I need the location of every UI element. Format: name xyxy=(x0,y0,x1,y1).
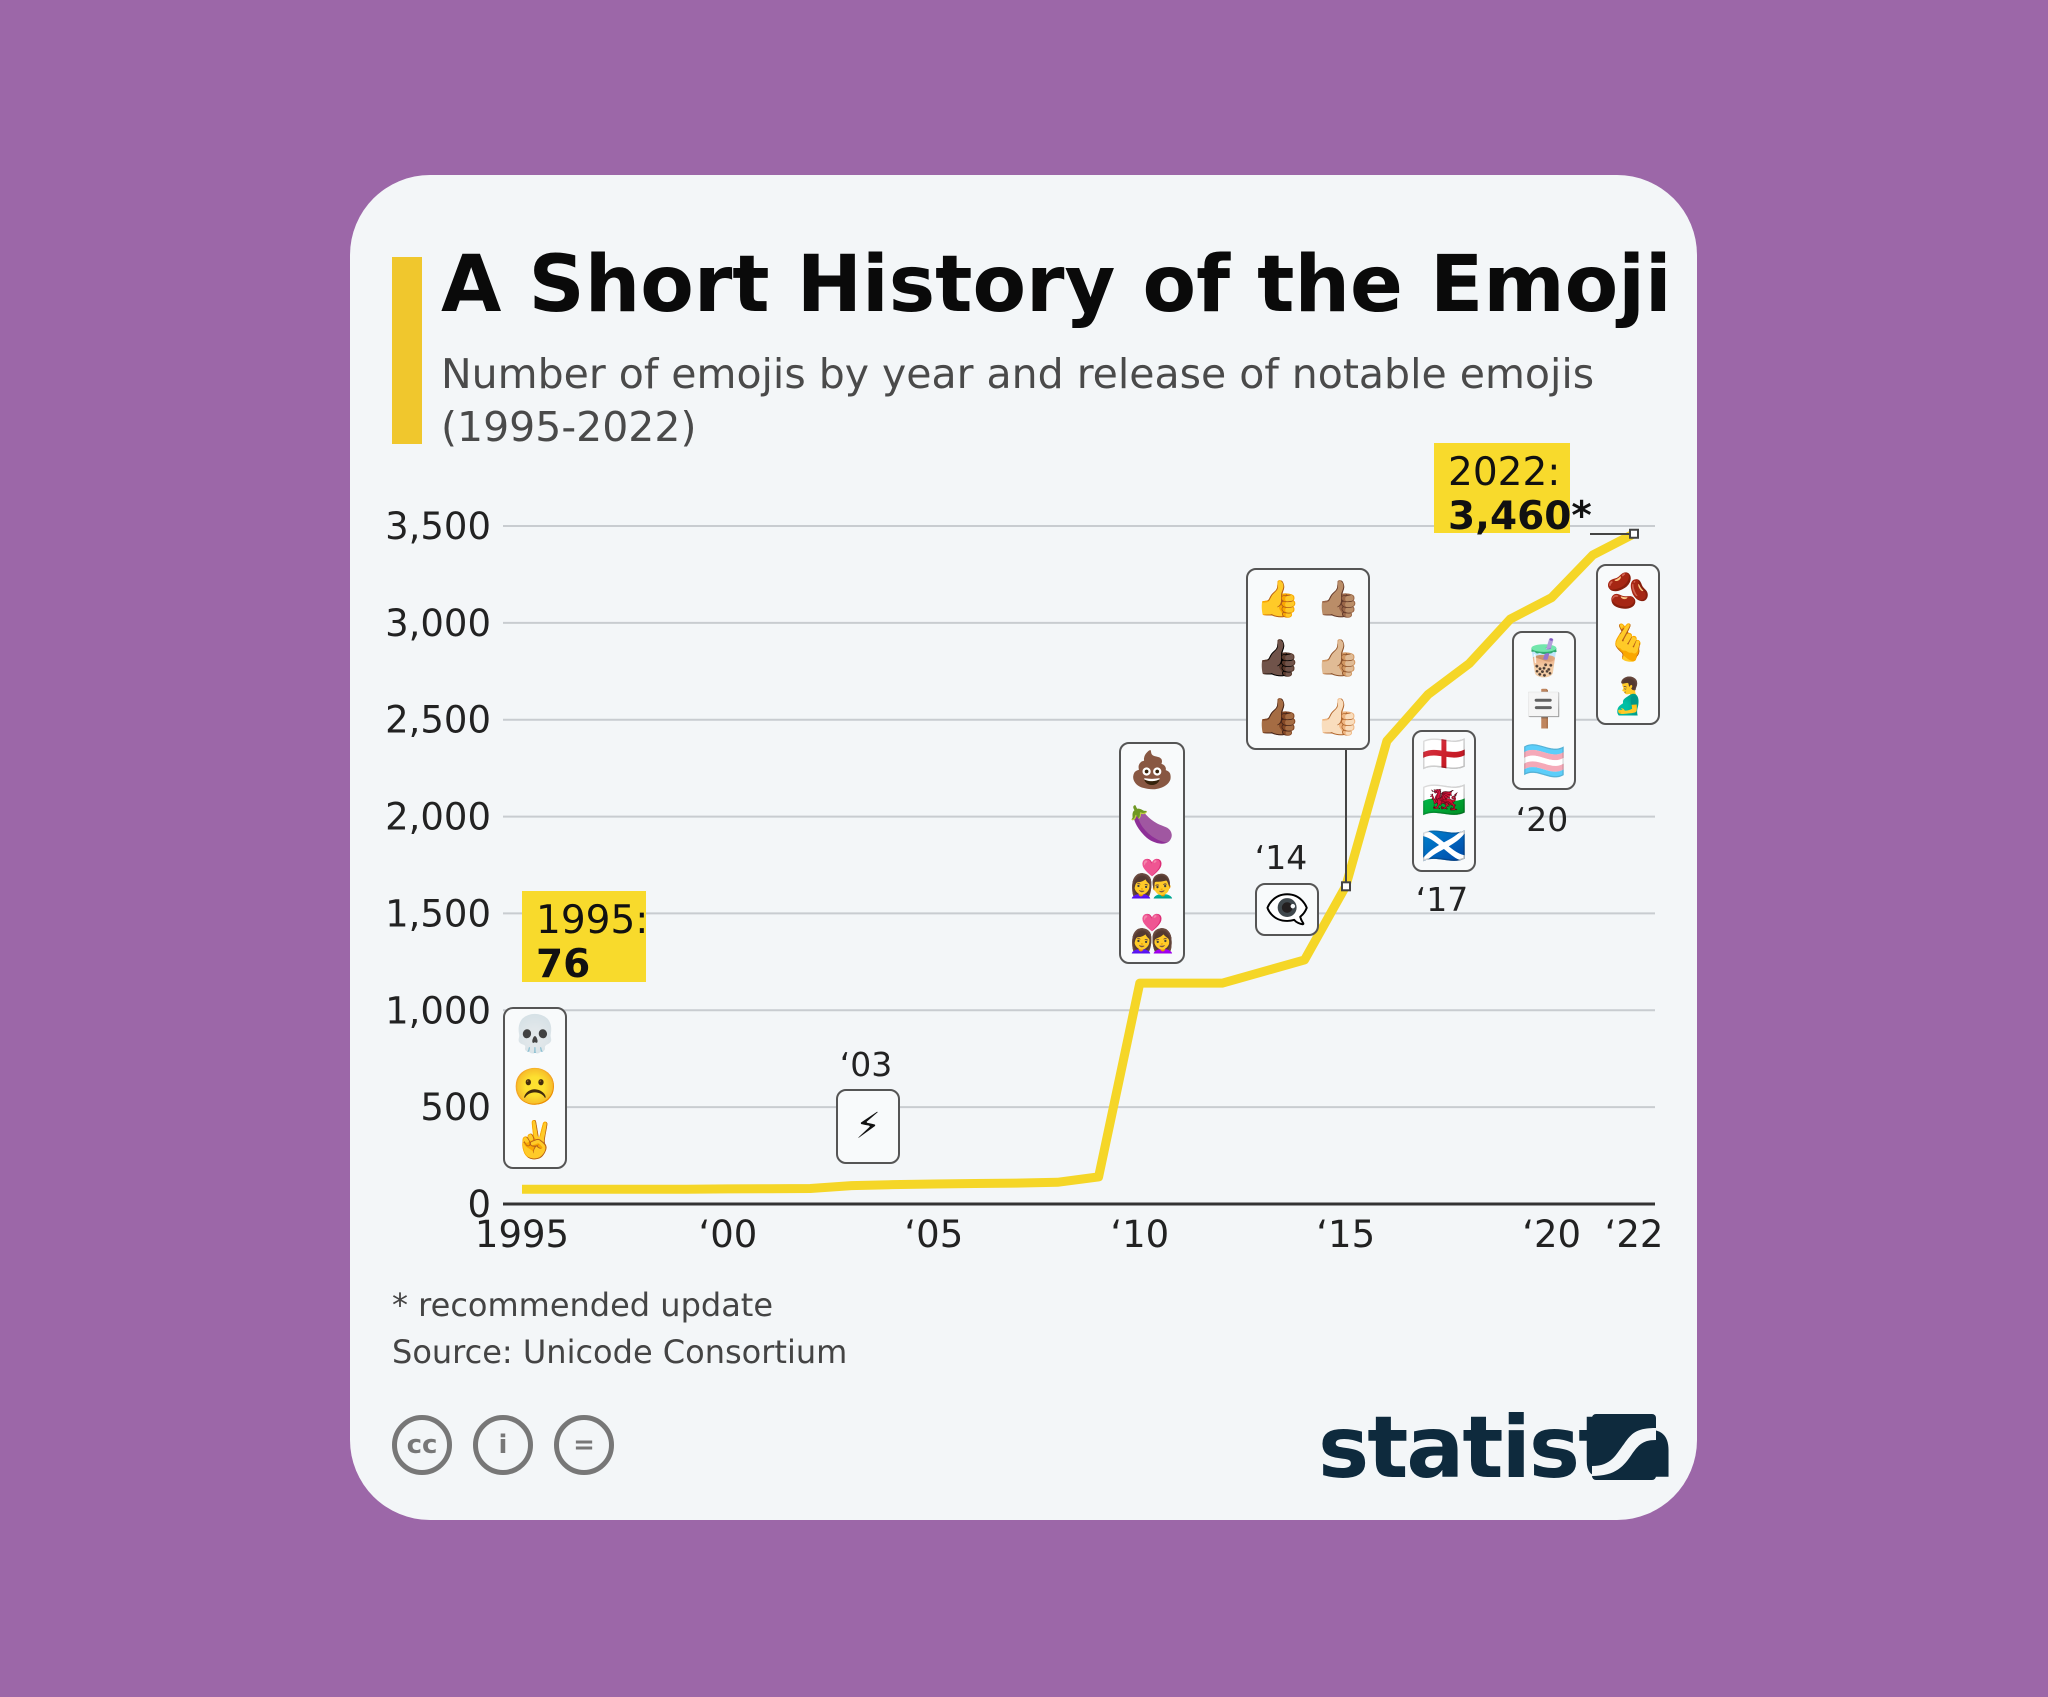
y-tick-label: 3,500 xyxy=(385,505,491,548)
callout-2022: 🫘 🫰 🫃 xyxy=(1596,564,1660,725)
x-tick-label: 1995 xyxy=(475,1213,569,1256)
emoji: 💩 xyxy=(1129,750,1175,792)
statista-logo-mark-icon xyxy=(1592,1414,1656,1480)
emoji: 👍🏿 xyxy=(1255,637,1301,679)
y-tick-label: 1,500 xyxy=(385,892,491,935)
emoji: 👍🏼 xyxy=(1315,637,1361,679)
y-tick-label: 2,500 xyxy=(385,699,491,742)
emoji: 👍🏽 xyxy=(1315,578,1361,620)
emoji: 👍🏻 xyxy=(1315,697,1361,739)
emoji: 👁️‍🗨️ xyxy=(1264,888,1310,930)
emoji: 🫰 xyxy=(1605,623,1651,665)
year-label-20: ‘20 xyxy=(1515,800,1569,839)
end-value: 3,460* xyxy=(1448,494,1592,539)
year-label-14: ‘14 xyxy=(1254,838,1308,877)
emoji: 🧋 xyxy=(1521,637,1567,679)
year-label-17: ‘17 xyxy=(1415,880,1469,919)
callout-2020: 🧋 🪧 🏳️‍⚧️ xyxy=(1512,631,1576,790)
accent-bar xyxy=(392,257,422,444)
emoji: 💀 xyxy=(512,1014,558,1056)
callout-2003: ⚡ xyxy=(836,1089,900,1164)
source: Source: Unicode Consortium xyxy=(392,1333,848,1371)
chart-subtitle: Number of emojis by year and release of … xyxy=(441,350,1595,451)
cc-icon[interactable]: cc xyxy=(392,1415,452,1475)
y-tick-label: 3,000 xyxy=(385,602,491,645)
x-tick-label: ‘10 xyxy=(1110,1213,1169,1256)
callout-2017: 🏴󠁧󠁢󠁥󠁮󠁧󠁿 🏴󠁧󠁢󠁷󠁬󠁳󠁿 🏴󠁧󠁢󠁳󠁣󠁴󠁿 xyxy=(1412,730,1476,872)
x-tick-label: ‘00 xyxy=(699,1213,758,1256)
y-tick-label: 0 xyxy=(467,1183,491,1226)
emoji: 🫘 xyxy=(1605,571,1651,613)
x-tick-label: ‘05 xyxy=(904,1213,963,1256)
end-value-label: 2022: 3,460* xyxy=(1434,443,1592,539)
emoji: ☹️ xyxy=(512,1066,558,1108)
emoji: 👩‍❤️‍👩 xyxy=(1129,913,1175,955)
footnote: * recommended update xyxy=(392,1286,774,1324)
nd-icon[interactable]: = xyxy=(554,1415,614,1475)
callout-1995: 💀 ☹️ ✌️ xyxy=(503,1007,567,1169)
year-label-03: ‘03 xyxy=(839,1045,893,1084)
point-marker-2022 xyxy=(1629,528,1639,539)
emoji: 🏴󠁧󠁢󠁷󠁬󠁳󠁿 xyxy=(1421,780,1467,821)
start-value-label: 1995: 76 xyxy=(522,891,649,987)
callout-2014: 👁️‍🗨️ xyxy=(1255,883,1319,936)
series-line xyxy=(522,529,1637,1194)
emoji: 🏳️‍⚧️ xyxy=(1521,741,1567,783)
start-year: 1995: xyxy=(536,898,649,943)
emoji: 👩‍❤️‍👨 xyxy=(1129,859,1175,901)
y-tick-label: 500 xyxy=(420,1086,491,1129)
emoji: 🏴󠁧󠁢󠁥󠁮󠁧󠁿 xyxy=(1421,734,1467,775)
by-icon[interactable]: i xyxy=(473,1415,533,1475)
x-tick-label: ‘15 xyxy=(1316,1213,1375,1256)
chart-title: A Short History of the Emoji xyxy=(441,240,1672,330)
y-tick-label: 1,000 xyxy=(385,989,491,1032)
callout-2015: 👍 👍🏽 👍🏿 👍🏼 👍🏾 👍🏻 xyxy=(1246,568,1370,750)
emoji: 🍆 xyxy=(1129,804,1175,846)
emoji: 🫃 xyxy=(1605,675,1651,717)
emoji: 🪧 xyxy=(1521,689,1567,731)
emoji: 👍 xyxy=(1255,578,1301,620)
x-tick-label: ‘22 xyxy=(1605,1213,1664,1256)
emoji: ✌️ xyxy=(512,1119,558,1161)
point-marker-2015 xyxy=(1341,881,1351,892)
callout-2010: 💩 🍆 👩‍❤️‍👨 👩‍❤️‍👩 xyxy=(1119,742,1185,964)
x-tick-label: ‘20 xyxy=(1522,1213,1581,1256)
end-year: 2022: xyxy=(1448,450,1561,495)
y-tick-label: 2,000 xyxy=(385,796,491,839)
emoji: 👍🏾 xyxy=(1255,697,1301,739)
start-value: 76 xyxy=(536,942,591,987)
emoji: 🏴󠁧󠁢󠁳󠁣󠁴󠁿 xyxy=(1421,826,1467,867)
emoji: ⚡ xyxy=(855,1105,881,1147)
